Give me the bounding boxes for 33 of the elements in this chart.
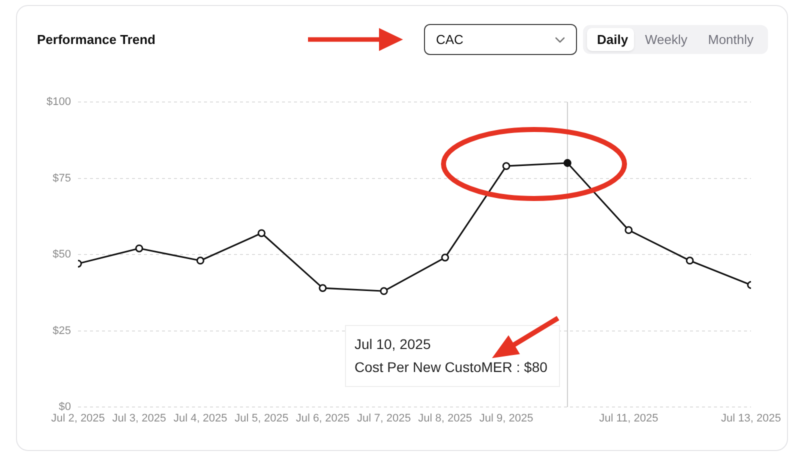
x-tick-label: Jul 8, 2025 [418, 412, 472, 425]
point [564, 159, 572, 167]
annotation: Jul 10, 2025 [354, 335, 432, 354]
point [502, 162, 510, 170]
point [624, 226, 633, 234]
x-tick-label: Jul 5, 2025 [234, 412, 288, 425]
point [196, 256, 204, 265]
y-tick-label: $75 [52, 172, 71, 184]
y-tick-label: $100 [46, 96, 71, 108]
x-tick-label: Jul 9, 2025 [479, 412, 534, 425]
point [686, 256, 694, 265]
y-tick-label: $0 [58, 401, 71, 414]
point [258, 229, 266, 238]
point [135, 244, 144, 252]
tab-label: Weekly [645, 33, 688, 46]
x-tick-label: Jul 4, 2025 [173, 412, 228, 425]
y-tick-label: $50 [52, 248, 71, 261]
chart-title: Performance Trend [37, 31, 156, 49]
dropdown: CAC [424, 24, 577, 55]
x-tick-label: Jul 6, 2025 [296, 412, 350, 425]
x-tick-label: Jul 7, 2025 [356, 412, 411, 425]
tab-label: Daily [597, 33, 628, 46]
tab-label: Monthly [708, 33, 754, 46]
x-tick-label: Jul 3, 2025 [112, 412, 166, 425]
point [318, 284, 327, 292]
point [380, 287, 388, 296]
x-tick-label: Jul 13, 2025 [721, 412, 781, 425]
annotation: Cost Per New CustoMER : $80 [354, 358, 548, 377]
x-tick-label: Jul 2, 2025 [51, 412, 105, 425]
tooltip: Jul 10, 2025 Cost Per New CustoMER : $80 [345, 325, 560, 387]
x-tick-label: Jul 11, 2025 [599, 412, 658, 425]
y-tick-label: $25 [52, 324, 71, 337]
point [441, 254, 450, 262]
